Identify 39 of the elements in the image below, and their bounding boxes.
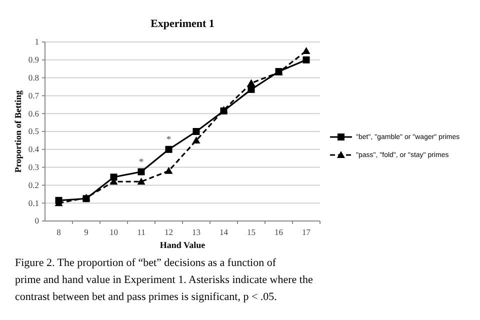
y-tick-label: 0.2 [28, 180, 39, 190]
point [247, 79, 256, 86]
point [192, 136, 200, 144]
annotation: * [138, 156, 144, 168]
chart-title: Experiment 1 [150, 18, 214, 30]
point [55, 196, 62, 204]
y-tick-label: 0 [34, 216, 39, 226]
y-tick-label: 0.9 [28, 54, 39, 65]
point [165, 146, 172, 153]
y-tick-label: 1 [34, 36, 39, 47]
point [302, 56, 310, 64]
x-tick-label: 8 [56, 227, 61, 237]
y-tick-label: 0.7 [28, 90, 39, 100]
caption: Figure 2. The proportion of “bet” decisions as a function of prime and hand value in Experiment 1. Asterisks indicate where the contrast between bet and pass primes is significant, p < .05. [15, 257, 313, 303]
point [248, 86, 255, 93]
point [138, 168, 145, 176]
x-axis-title: Hand Value [160, 240, 206, 250]
x-tick-label: 16 [274, 227, 283, 237]
y-tick-label: 0.1 [28, 198, 39, 208]
y-tick-label: 0.8 [28, 72, 39, 83]
x-tick-label: 13 [192, 227, 200, 237]
x-tick-label: 12 [164, 227, 173, 237]
y-tick-label: 0.4 [28, 144, 40, 154]
point [302, 46, 310, 54]
y-tick-label: 0.3 [28, 162, 39, 172]
annotation: * [166, 134, 172, 146]
y-tick-label: 0.5 [28, 126, 39, 136]
x-tick-label: 17 [302, 227, 310, 237]
point [164, 166, 173, 174]
x-tick-label: 9 [84, 227, 88, 237]
point [110, 174, 118, 181]
point [192, 128, 200, 135]
x-tick-label: 15 [247, 227, 256, 237]
x-tick-label: 10 [110, 227, 118, 237]
x-tick-label: 11 [137, 227, 146, 237]
x-tick-label: 14 [220, 227, 229, 237]
y-axis-title: Proportion of Betting [13, 90, 23, 173]
point [137, 178, 146, 185]
y-tick-label: 0.6 [28, 108, 39, 118]
